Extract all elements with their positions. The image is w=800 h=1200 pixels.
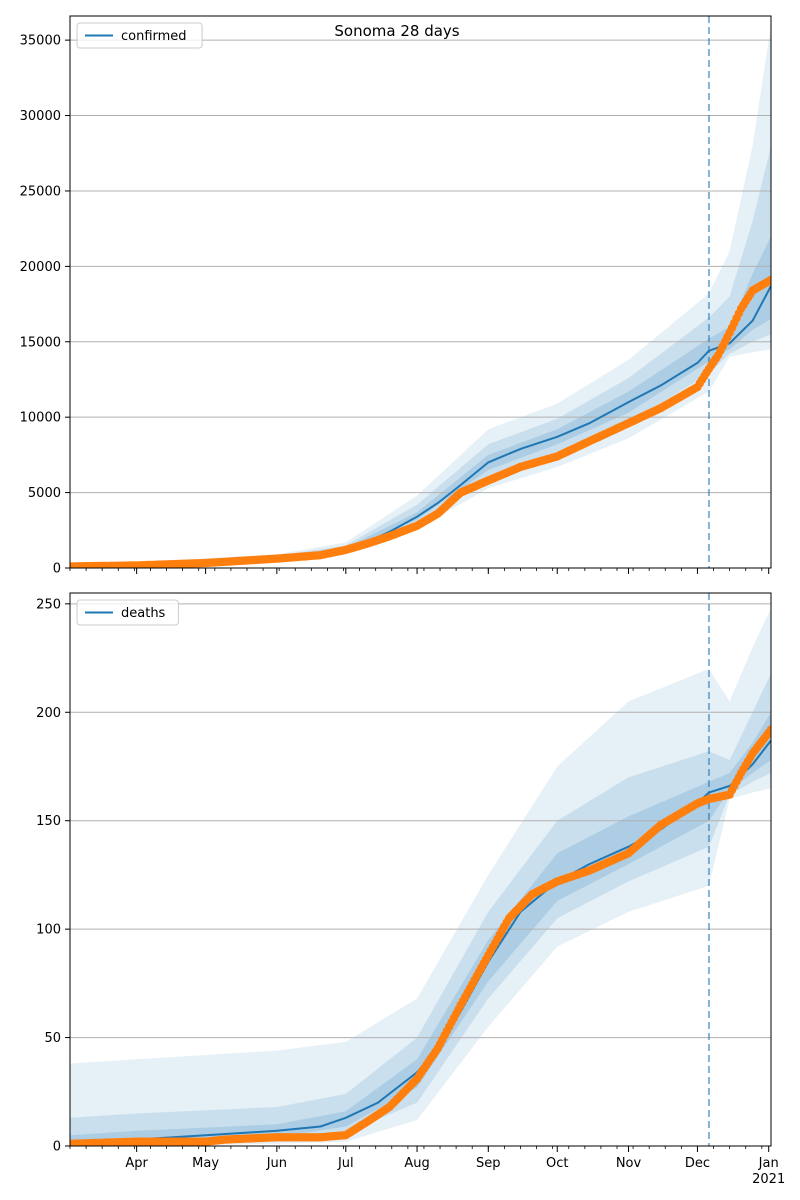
deaths-y-tick-label: 200 (36, 706, 61, 721)
deaths-x-tick-label: Jul (337, 1156, 354, 1171)
confirmed-observed-points (70, 275, 771, 568)
deaths-legend-label: deaths (121, 606, 166, 621)
deaths-x-tick-label: Oct (546, 1156, 568, 1171)
deaths-legend: deaths (76, 599, 179, 626)
confirmed-axes-frame (69, 15, 772, 569)
confirmed-y-tick-label: 30000 (20, 109, 61, 124)
deaths-x-tick-label: Nov (616, 1156, 642, 1171)
confirmed-y-tick-label: 35000 (20, 34, 61, 49)
confirmed-y-tick-label: 20000 (20, 260, 61, 275)
confirmed-legend-box (76, 22, 203, 49)
confirmed-bands (70, 25, 771, 568)
deaths-y-tick-label: 250 (36, 597, 61, 612)
deaths-axes-frame (69, 592, 772, 1147)
deaths-x-tick-label: Jun (266, 1156, 287, 1171)
confirmed-observed-point (766, 275, 771, 285)
deaths-observed-points (70, 725, 771, 1146)
confirmed-y-axis: 0 5000 10000 15000 20000 25000 30000 35000 (20, 34, 70, 577)
deaths-y-axis: 0 50 100 150 200 250 (36, 597, 70, 1155)
confirmed-gridlines (70, 39, 771, 494)
confirmed-band-outer (70, 25, 771, 568)
deaths-x-tick-label: Sep (476, 1156, 501, 1171)
deaths-x-tick-label: Dec (685, 1156, 710, 1171)
deaths-band-outer (70, 608, 771, 1146)
deaths-panel: 0 50 100 150 200 250 Apr May Jun Jul Aug Sep Oct Nov… (36, 592, 785, 1187)
deaths-x-tick-label: Apr (125, 1156, 148, 1171)
deaths-y-tick-label: 50 (44, 1031, 61, 1046)
x-year-label: 2021 (752, 1172, 785, 1187)
confirmed-x-axis (69, 568, 770, 574)
confirmed-legend-label: confirmed (121, 29, 187, 44)
deaths-x-tick-label: Aug (404, 1156, 429, 1171)
deaths-y-tick-label: 100 (36, 923, 61, 938)
confirmed-y-tick-label: 25000 (20, 184, 61, 199)
deaths-observed-point (766, 725, 771, 734)
confirmed-band-middle (70, 145, 771, 567)
deaths-band-inner (70, 712, 771, 1146)
deaths-band-middle (70, 673, 771, 1146)
deaths-y-tick-label: 0 (53, 1140, 61, 1155)
deaths-x-tick-label: May (192, 1156, 219, 1171)
chart-title: Sonoma 28 days (334, 22, 459, 40)
confirmed-panel: 0 5000 10000 15000 20000 25000 30000 35000 conf… (20, 15, 772, 577)
confirmed-y-tick-label: 5000 (28, 486, 61, 501)
deaths-y-tick-label: 150 (36, 814, 61, 829)
confirmed-y-tick-label: 15000 (20, 335, 61, 350)
deaths-legend-box (76, 599, 179, 626)
deaths-x-tick-label: Jan (758, 1156, 779, 1171)
deaths-bands (70, 608, 771, 1146)
deaths-gridlines (70, 603, 771, 1039)
confirmed-legend: confirmed (76, 22, 203, 49)
confirmed-y-tick-label: 10000 (20, 411, 61, 426)
confirmed-y-tick-label: 0 (53, 562, 61, 577)
